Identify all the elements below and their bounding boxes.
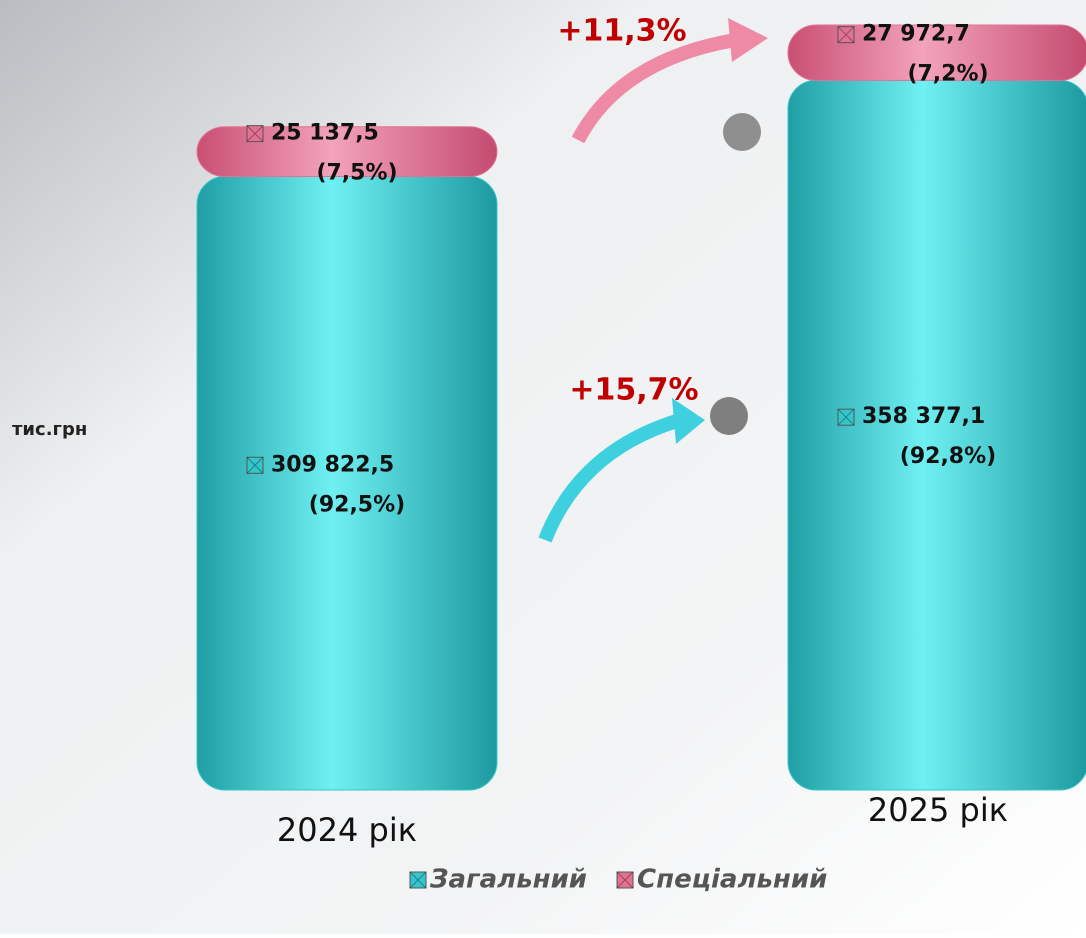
annotation: +15,7%: [569, 373, 698, 408]
label-icon: [837, 408, 855, 426]
label-icon: [246, 456, 264, 474]
share-label: (7,5%): [316, 161, 397, 186]
legend-label: Спеціальний: [637, 865, 827, 895]
legend-label: Загальний: [429, 865, 587, 895]
growth-arrow: [571, 33, 737, 144]
share-label: (92,5%): [309, 492, 405, 517]
label-icon: [616, 871, 634, 889]
data-label: 309 822,5: [271, 452, 394, 477]
growth-arrow-head: [672, 398, 705, 444]
dot: [710, 397, 748, 435]
label-icon: [837, 26, 855, 44]
x-tick-label: 2024 рік: [277, 811, 417, 849]
growth-arrow-head: [728, 18, 768, 62]
unit-label: тис.грн: [12, 419, 87, 440]
data-label: 25 137,5: [271, 121, 379, 146]
x-tick-label: 2025 рік: [868, 791, 1008, 829]
data-label: 27 972,7: [862, 22, 970, 47]
label-icon: [409, 871, 427, 889]
label-icon: [837, 408, 855, 426]
bar-segment: [196, 126, 498, 178]
label-icon: [837, 26, 855, 44]
share-label: (7,2%): [907, 62, 988, 87]
label-icon: [246, 456, 264, 474]
label-icon: [246, 125, 264, 143]
bar-segment: [787, 24, 1086, 81]
growth-arrow: [538, 413, 683, 543]
label-icon: [246, 125, 264, 142]
annotation: +11,3%: [557, 14, 686, 49]
label-icon: [409, 871, 427, 889]
label-icon: [616, 871, 634, 889]
data-label: 358 377,1: [862, 404, 985, 429]
dot: [723, 113, 761, 151]
share-label: (92,8%): [900, 444, 996, 469]
bar-segment: [196, 176, 498, 791]
bar-segment: [787, 79, 1086, 791]
